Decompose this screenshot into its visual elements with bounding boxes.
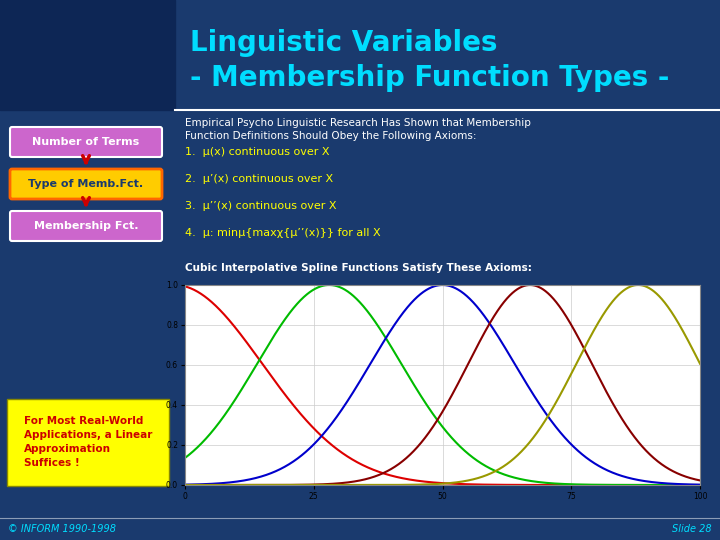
Text: - Membership Function Types -: - Membership Function Types - [190, 64, 670, 92]
Text: Type of Memb.Fct.: Type of Memb.Fct. [28, 179, 143, 189]
Text: Membership Fct.: Membership Fct. [34, 221, 138, 231]
Text: For Most Real-World
Applications, a Linear
Approximation
Suffices !: For Most Real-World Applications, a Line… [24, 416, 152, 469]
Text: 2.  μ’(x) continuous over X: 2. μ’(x) continuous over X [185, 174, 333, 184]
FancyBboxPatch shape [10, 169, 162, 199]
Text: Number of Terms: Number of Terms [32, 137, 140, 147]
Text: © INFORM 1990-1998: © INFORM 1990-1998 [8, 524, 116, 534]
Text: Empirical Psycho Linguistic Research Has Shown that Membership
Function Definiti: Empirical Psycho Linguistic Research Has… [185, 118, 531, 141]
Text: Slide 28: Slide 28 [672, 524, 712, 534]
Text: 3.  μ’’(x) continuous over X: 3. μ’’(x) continuous over X [185, 201, 336, 211]
Text: 4.  μ: minμ{maxχ{μ’’(x)}} for all X: 4. μ: minμ{maxχ{μ’’(x)}} for all X [185, 228, 381, 238]
FancyBboxPatch shape [10, 211, 162, 241]
Text: 1.  μ(x) continuous over X: 1. μ(x) continuous over X [185, 147, 330, 157]
FancyBboxPatch shape [10, 127, 162, 157]
Text: Linguistic Variables: Linguistic Variables [190, 29, 498, 57]
FancyBboxPatch shape [7, 399, 169, 486]
Text: Cubic Interpolative Spline Functions Satisfy These Axioms:: Cubic Interpolative Spline Functions Sat… [185, 263, 532, 273]
Bar [0, 0, 175, 110]
